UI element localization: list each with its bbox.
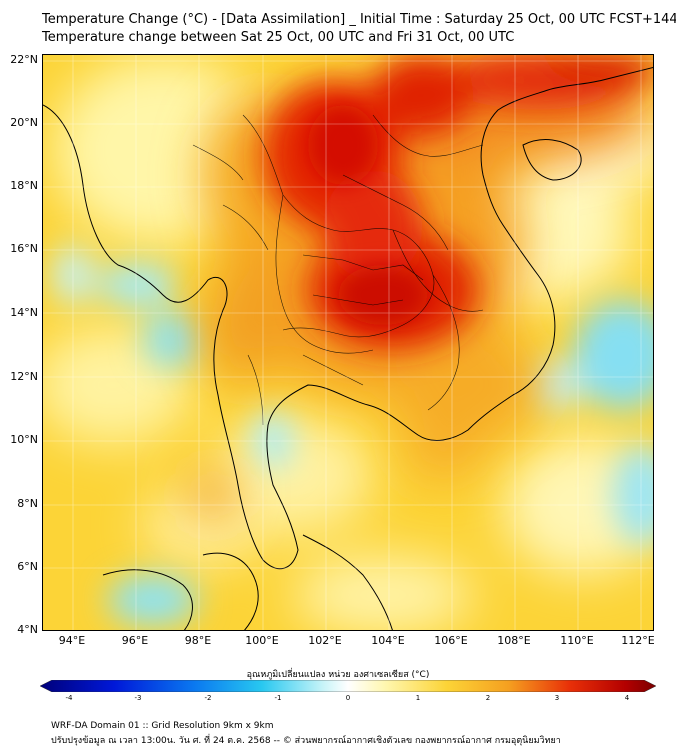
lon-label-106e: 106°E [434,634,468,647]
lat-label-18n: 18°N [10,179,38,192]
colorbar-tick-m4: -4 [65,694,73,702]
lat-label-14n: 14°N [10,306,38,319]
lon-label-100e: 100°E [245,634,279,647]
graticule [43,55,653,630]
colorbar-tick-2: 2 [485,694,491,702]
colorbar-tick-m1: -1 [274,694,282,702]
lat-label-16n: 16°N [10,242,38,255]
lat-label-12n: 12°N [10,370,38,383]
lat-label-8n: 8°N [17,497,38,510]
peak-warming [308,105,428,325]
colorbar [40,680,656,692]
colorbar-tick-m3: -3 [134,694,142,702]
admin-boundaries [192,114,484,426]
lat-label-4n: 4°N [17,623,38,636]
lon-label-96e: 96°E [121,634,149,647]
lon-label-98e: 98°E [184,634,212,647]
lon-label-104e: 104°E [371,634,405,647]
cooling-areas [53,245,653,625]
lat-label-20n: 20°N [10,116,38,129]
map-title: Temperature Change (°C) - [Data Assimila… [42,12,676,27]
lat-label-10n: 10°N [10,433,38,446]
temperature-change-map [42,54,654,631]
colorbar-tick-4: 4 [624,694,630,702]
lat-label-6n: 6°N [17,560,38,573]
lon-label-102e: 102°E [308,634,342,647]
lon-label-112e: 112°E [621,634,655,647]
map-subtitle: Temperature change between Sat 25 Oct, 0… [42,30,515,45]
colorbar-tick-0: 0 [345,694,351,702]
map-canvas [43,55,653,630]
colorbar-tick-m2: -2 [204,694,212,702]
lat-label-22n: 22°N [10,53,38,66]
coastlines [43,66,653,630]
lon-label-108e: 108°E [497,634,531,647]
lon-label-94e: 94°E [58,634,86,647]
lon-label-110e: 110°E [560,634,594,647]
footer-model-info: WRF-DA Domain 01 :: Grid Resolution 9km … [51,721,274,731]
colorbar-fill [40,680,656,692]
footer-update-credit: ปรับปรุงข้อมูล ณ เวลา 13:00น. วัน ศ. ที่… [51,736,561,746]
colorbar-tick-1: 1 [415,694,421,702]
colorbar-title: อุณหภูมิเปลี่ยนแปลง หน่วย องศาเซลเซียส (… [246,670,430,680]
colorbar-tick-3: 3 [554,694,560,702]
